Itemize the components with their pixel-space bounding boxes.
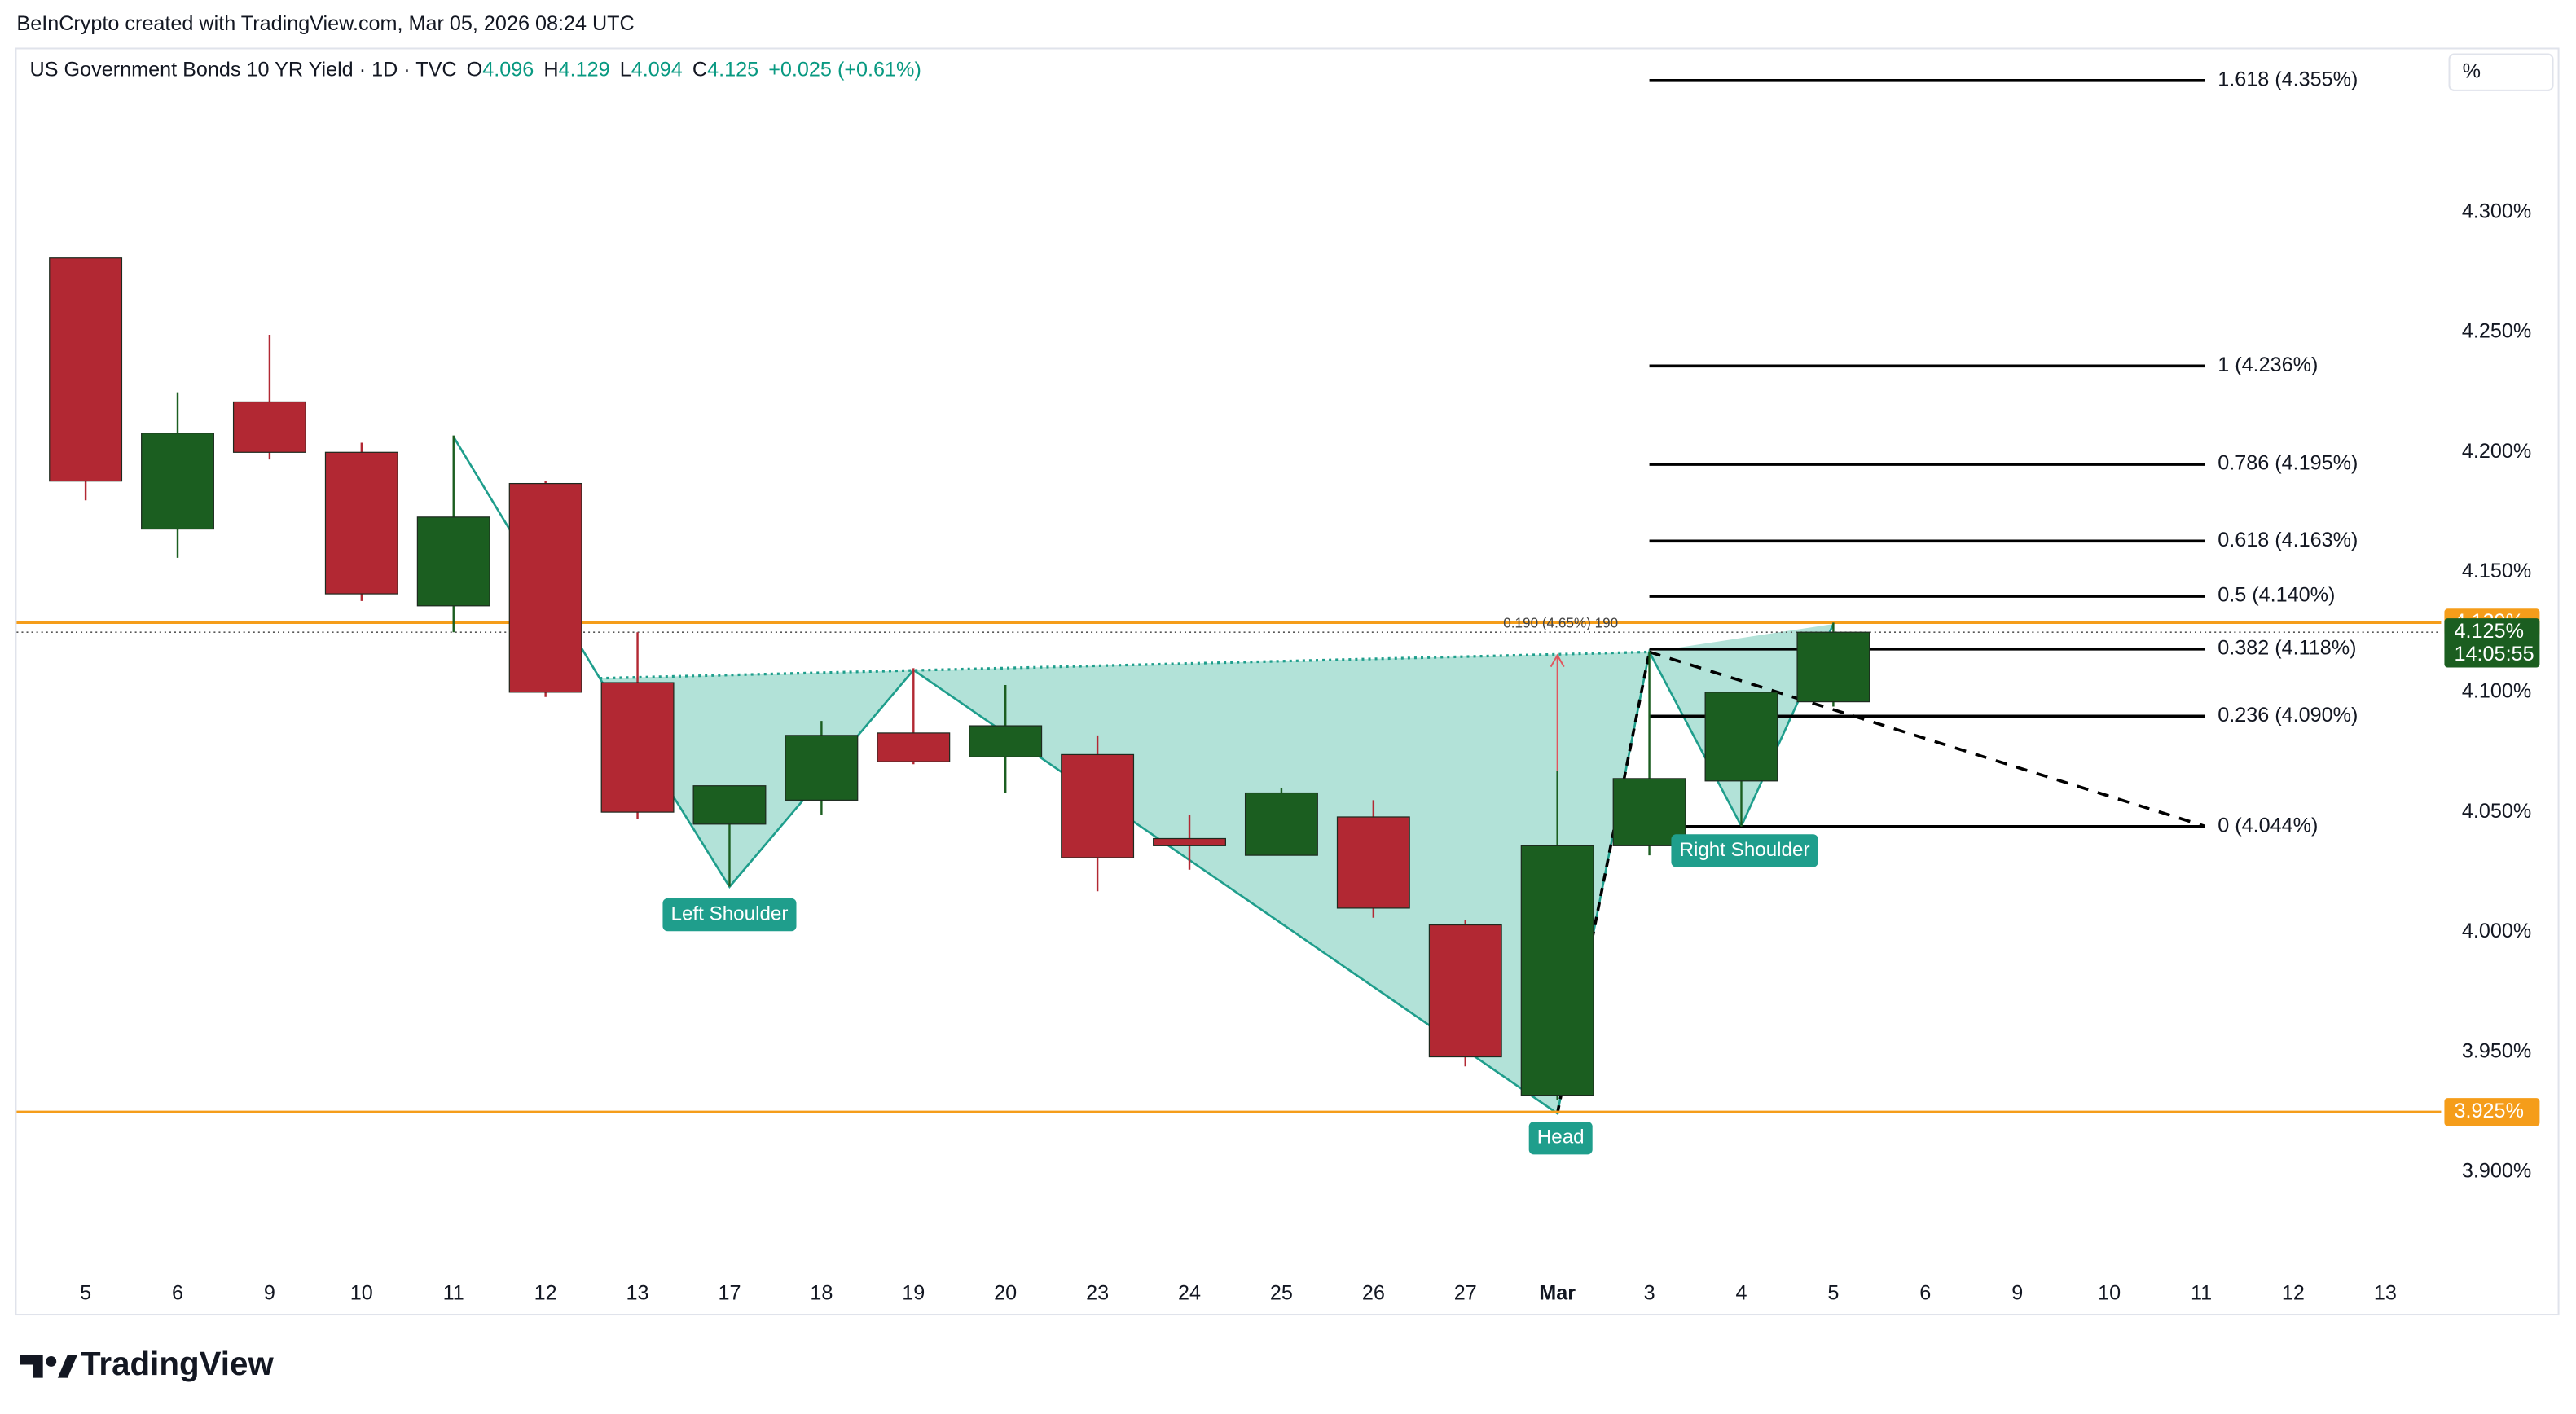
ohlc-value: 4.094 <box>631 58 683 81</box>
x-tick-label: 23 <box>1086 1281 1109 1304</box>
x-tick-label: 25 <box>1270 1281 1293 1304</box>
unit-label: % <box>2463 59 2481 82</box>
x-tick-label: 26 <box>1362 1281 1385 1304</box>
pattern-label: Right Shoulder <box>1680 839 1810 861</box>
y-tick-label: 4.150% <box>2462 560 2531 582</box>
x-tick-label: 24 <box>1178 1281 1201 1304</box>
candle-body <box>692 785 767 825</box>
candle-body <box>1153 837 1226 846</box>
candle-body <box>1061 753 1135 858</box>
measure-label: 0.190 (4.65%) 190 <box>1503 615 1618 631</box>
brand: TradingView <box>81 1345 274 1382</box>
unit-box <box>2448 53 2554 91</box>
candle-body <box>49 257 123 482</box>
measure-arrow-head <box>1550 653 1565 668</box>
candle-body <box>1428 924 1502 1058</box>
y-tick-label: 4.100% <box>2462 679 2531 702</box>
ohlc-label: O <box>467 58 483 81</box>
x-tick-label: Mar <box>1539 1281 1576 1304</box>
y-tick-label: 4.300% <box>2462 200 2531 222</box>
candle-body <box>1244 792 1318 856</box>
candle-body <box>1704 692 1778 782</box>
ohlc-label: H <box>543 58 558 81</box>
neckline <box>600 650 1650 680</box>
candle-body <box>600 682 675 813</box>
x-tick-label: 4 <box>1735 1281 1747 1304</box>
candle-body <box>324 451 398 595</box>
pattern-label-box <box>1528 1122 1593 1155</box>
x-tick-label: 13 <box>2374 1281 2397 1304</box>
x-tick-label: 11 <box>443 1281 464 1304</box>
fib-label: 1.618 (4.355%) <box>2218 68 2358 90</box>
x-tick-label: 10 <box>350 1281 373 1304</box>
x-tick-label: 20 <box>994 1281 1017 1304</box>
x-tick-label: 17 <box>718 1281 741 1304</box>
chart-frame <box>15 47 2560 1316</box>
x-tick-label: 5 <box>80 1281 91 1304</box>
logo <box>20 1355 78 1378</box>
y-tick-label: 3.950% <box>2462 1039 2531 1062</box>
ohlc-label: L <box>620 58 631 81</box>
x-tick-label: 6 <box>172 1281 183 1304</box>
x-tick-label: 10 <box>2098 1281 2121 1304</box>
candle-body <box>1336 816 1410 909</box>
change: +0.025 (+0.61%) <box>768 58 921 81</box>
candle-body <box>508 482 582 693</box>
x-tick-label: 13 <box>626 1281 649 1304</box>
pattern-label: Left Shoulder <box>671 902 789 924</box>
price-box <box>2444 618 2540 668</box>
fib-label: 0.236 (4.090%) <box>2218 704 2358 727</box>
x-tick-label: 11 <box>2191 1281 2212 1304</box>
fib-label: 0.382 (4.118%) <box>2218 636 2356 659</box>
y-tick-label: 4.200% <box>2462 440 2531 463</box>
countdown: 14:05:55 <box>2455 643 2534 665</box>
x-tick-label: 27 <box>1454 1281 1477 1304</box>
fib-label: 0.5 (4.140%) <box>2218 584 2335 607</box>
price-box-label: 3.925% <box>2455 1100 2524 1122</box>
fib-label: 0.786 (4.195%) <box>2218 452 2358 475</box>
candle-body <box>969 725 1043 758</box>
x-tick-label: 5 <box>1827 1281 1839 1304</box>
x-tick-label: 9 <box>2011 1281 2023 1304</box>
x-tick-label: 18 <box>810 1281 833 1304</box>
ohlc-value: 4.129 <box>559 58 610 81</box>
candle-body <box>232 401 306 453</box>
x-tick-label: 19 <box>902 1281 925 1304</box>
candle-body <box>141 433 214 530</box>
ohlc-label: C <box>692 58 707 81</box>
x-tick-label: 6 <box>1919 1281 1931 1304</box>
price-box <box>2444 1098 2540 1126</box>
candle-body <box>416 516 490 607</box>
candle-body <box>1612 778 1686 846</box>
x-tick-label: 12 <box>2282 1281 2305 1304</box>
y-tick-label: 3.900% <box>2462 1160 2531 1183</box>
pattern-label-box <box>1671 834 1818 867</box>
x-tick-label: 9 <box>264 1281 275 1304</box>
credit: BeInCrypto created with TradingView.com,… <box>16 12 634 35</box>
fib-label: 0 (4.044%) <box>2218 814 2318 837</box>
y-tick-label: 4.250% <box>2462 320 2531 343</box>
fib-label: 1 (4.236%) <box>2218 354 2318 376</box>
x-tick-label: 12 <box>534 1281 557 1304</box>
legend: US Government Bonds 10 YR Yield · 1D · T… <box>30 58 921 81</box>
candle-body <box>1796 631 1870 703</box>
ohlc-value: 4.096 <box>482 58 534 81</box>
candle-body <box>877 732 951 762</box>
fib-label: 0.618 (4.163%) <box>2218 529 2358 551</box>
y-tick-label: 4.050% <box>2462 800 2531 823</box>
candle-body <box>785 735 859 801</box>
pattern-label: Head <box>1537 1126 1585 1148</box>
plot-layer: US Government Bonds 10 YR Yield · 1D · T… <box>16 58 2540 1304</box>
candle-body <box>1520 845 1594 1096</box>
pattern-label-box <box>662 898 797 932</box>
price-box-label: 4.125% <box>2455 620 2524 643</box>
y-tick-label: 4.000% <box>2462 920 2531 942</box>
title: US Government Bonds 10 YR Yield · 1D · T… <box>30 58 457 81</box>
x-tick-label: 3 <box>1644 1281 1655 1304</box>
ohlc-value: 4.125 <box>707 58 758 81</box>
